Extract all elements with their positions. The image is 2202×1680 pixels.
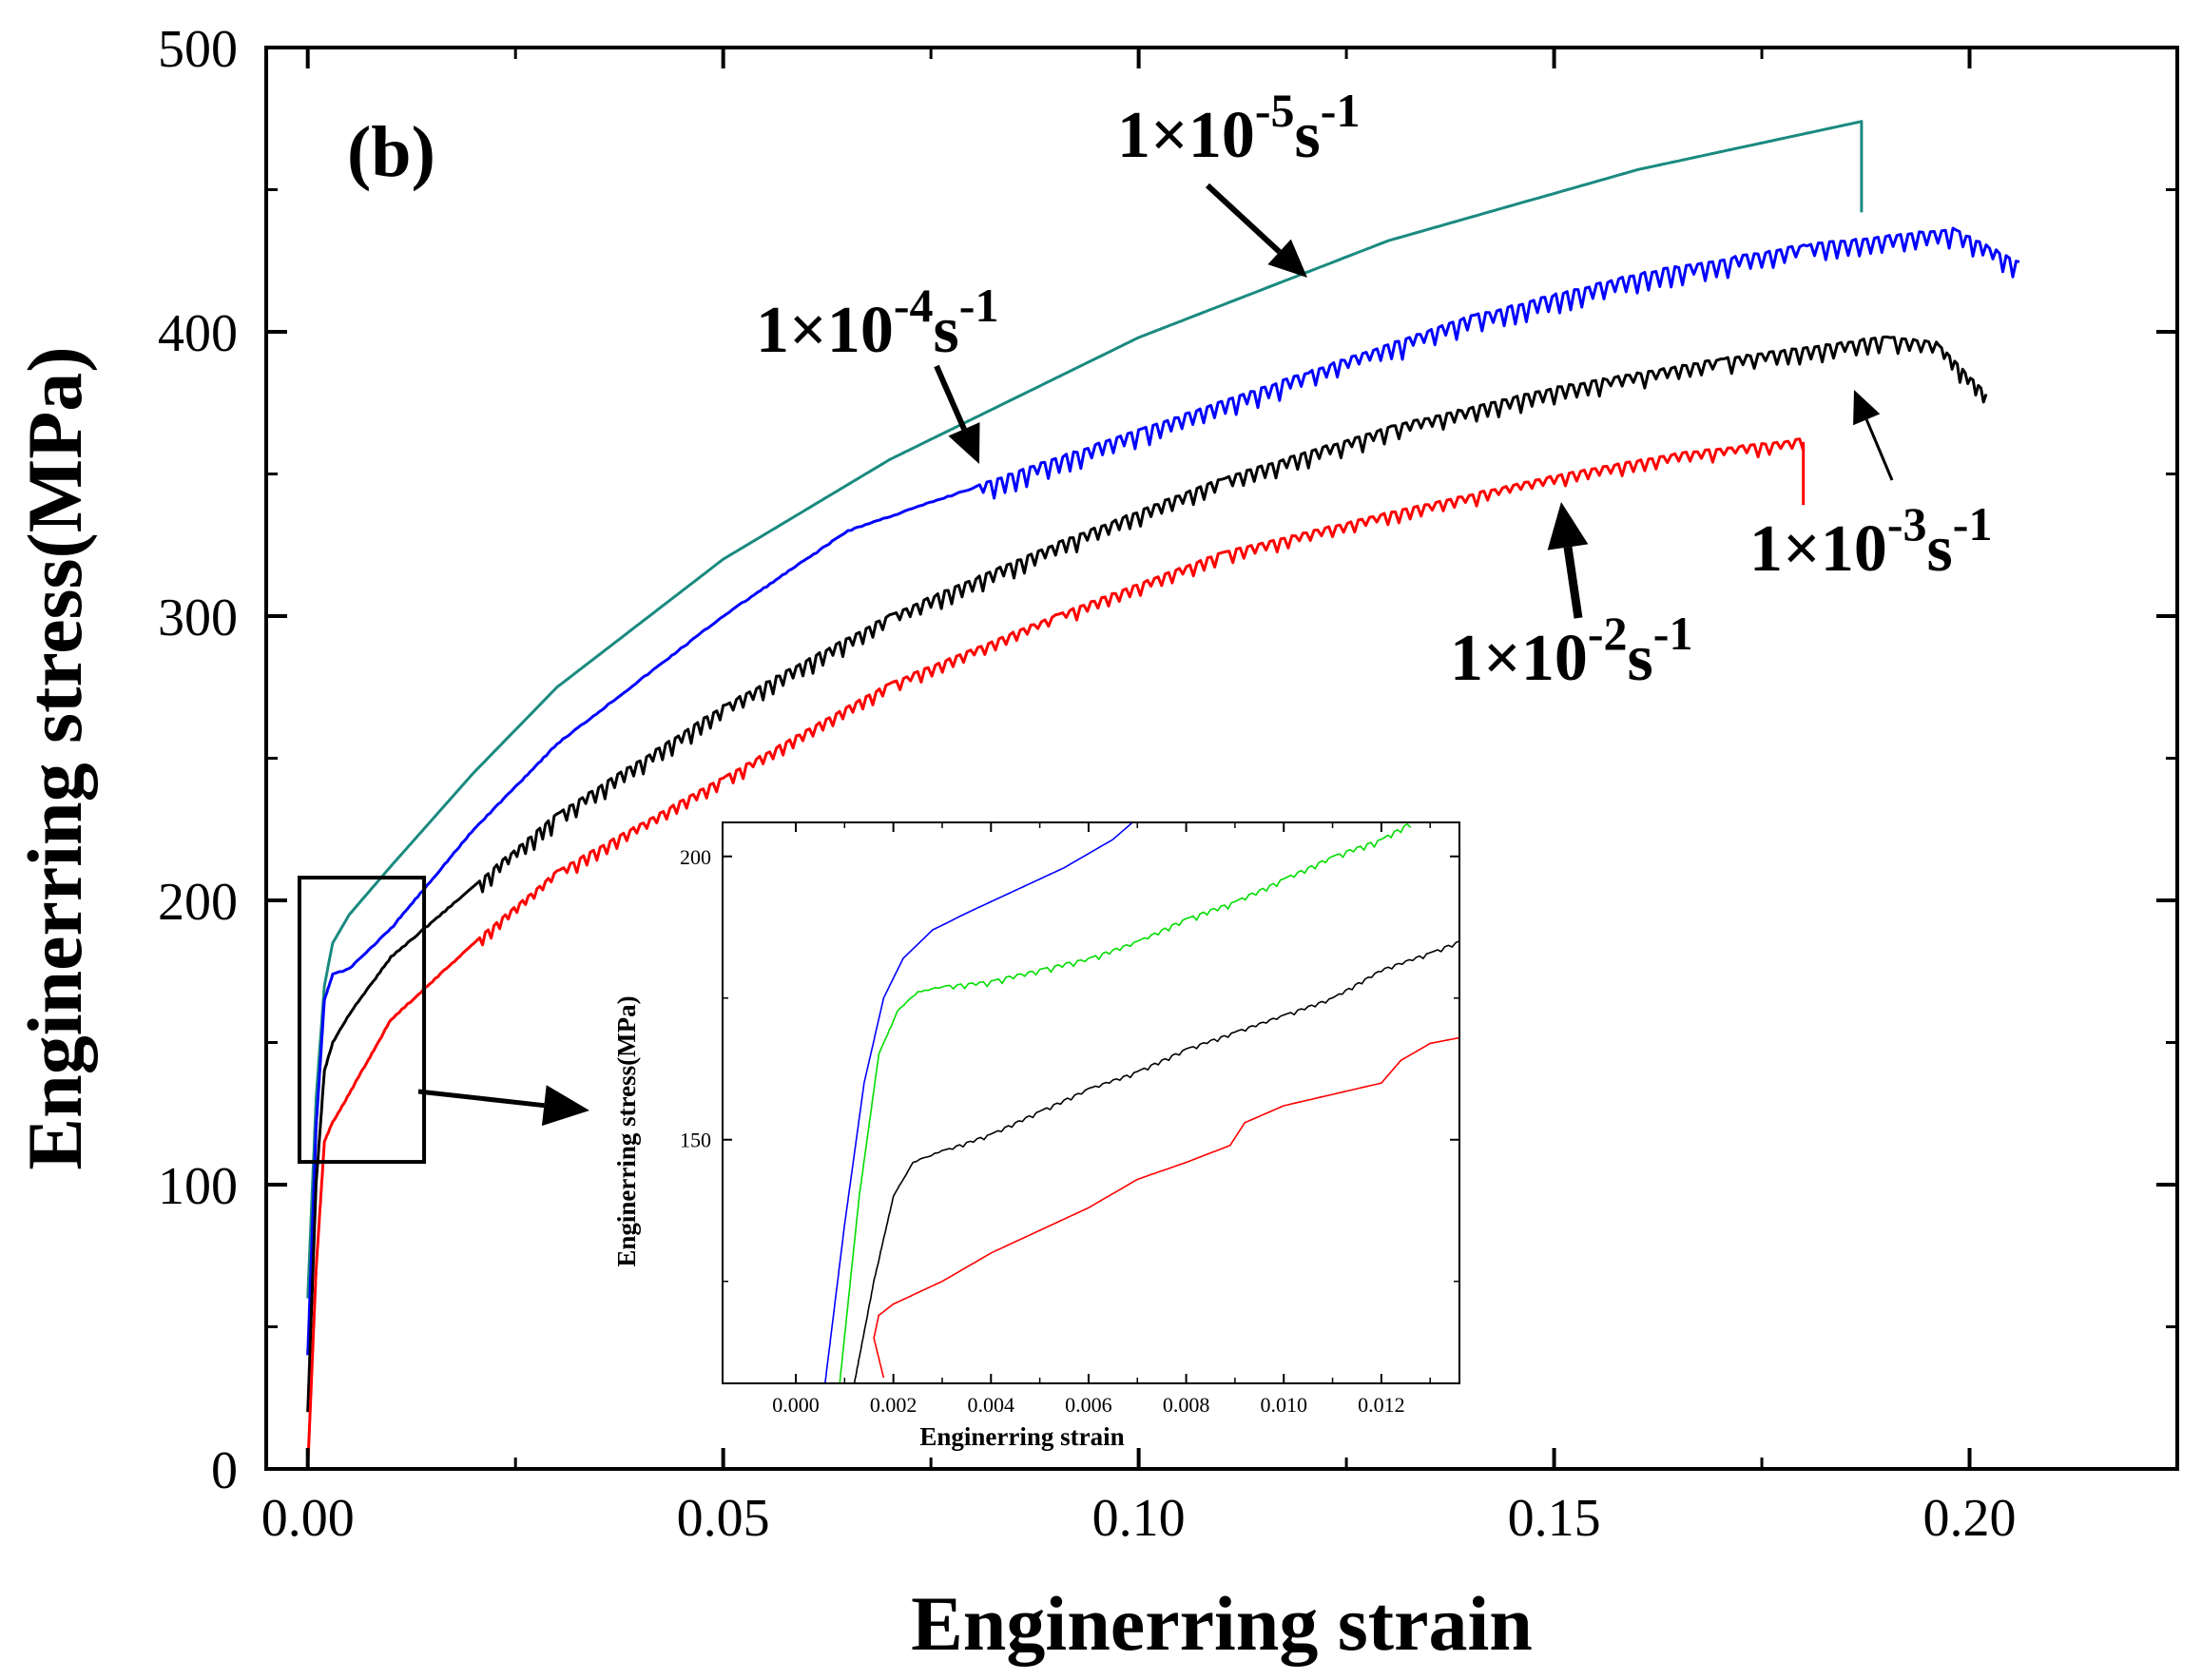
y-tick-label: 300 [158,589,238,647]
rate-annotation-label: 1×10-2s-1 [1450,607,1692,695]
rate-unit-exponent: -1 [1653,607,1693,660]
inset-x-tick-label: 0.008 [1163,1393,1210,1417]
inset-x-tick-label: 0.002 [870,1393,918,1417]
arrow-shaft [1563,546,1583,619]
rate-unit: s [1628,622,1653,695]
rate-unit-exponent: -1 [959,279,999,332]
rate-exponent: -3 [1887,497,1927,550]
arrow-head [1853,390,1881,426]
inset-plot-frame [722,821,1460,1384]
x-tick-label: 0.00 [261,1489,355,1548]
main-y-axis-title: Enginerring stress(MPa) [11,346,98,1169]
rate-unit: s [934,294,959,367]
rate-annotation-arrow [1205,183,1307,278]
inset-series-layer [824,822,1459,1383]
arrow-head [1547,502,1589,550]
arrow-head [948,422,980,464]
y-tick-label: 200 [158,873,238,932]
y-tick-label: 500 [158,20,238,79]
rate-unit-exponent: -1 [1321,84,1361,137]
arrow-shaft [934,364,967,431]
rate-annotation-label: 1×10-3s-1 [1749,497,1992,586]
y-tick-label: 0 [211,1441,238,1500]
inset-x-tick-label: 0.012 [1358,1393,1405,1417]
rate-exponent: -5 [1255,84,1295,137]
inset-background [723,822,1459,1383]
main-ticks-layer: 0.00 0.05 0.10 0.15 0.20 0 100 200 300 400 500 [158,20,2177,1548]
inset-y-tick-label: 200 [680,845,711,869]
arrow-shaft [1864,418,1894,481]
x-tick-label: 0.10 [1092,1489,1186,1548]
x-tick-label: 0.05 [677,1489,770,1548]
rate-base: 1×10 [1450,622,1588,695]
x-tick-label: 0.20 [1923,1489,2017,1548]
rate-unit-exponent: -1 [1953,497,1993,550]
inset-x-tick-label: 0.004 [968,1393,1015,1417]
inset-series-line [873,1036,1459,1379]
main-series-line [306,437,1806,1470]
panel-label: (b) [347,112,435,192]
arrow-shaft [417,1089,545,1109]
arrow-head [1267,239,1307,278]
inset-y-axis-title: Enginerring stress(MPa) [612,995,641,1266]
inset-x-tick-label: 0.000 [772,1393,820,1417]
inset-series-line [853,940,1459,1383]
zoom-arrow [417,1085,589,1127]
zoom-arrow-body [417,1085,589,1127]
inset-x-tick-label: 0.010 [1260,1393,1307,1417]
rate-annotation-arrow [1853,390,1894,481]
inset-x-tick-label: 0.006 [1065,1393,1112,1417]
rate-base: 1×10 [1749,512,1887,586]
rate-annotations-layer: 1×10-5s-11×10-4s-11×10-3s-11×10-2s-1 [756,84,1992,695]
inset-series-line [824,822,1133,1383]
arrow-head [541,1085,589,1127]
rate-base: 1×10 [756,294,894,367]
main-series-line [306,335,1988,1413]
rate-unit: s [1295,99,1321,172]
arrow-shaft [1205,183,1282,255]
rate-annotation-label: 1×10-5s-1 [1117,84,1360,172]
main-x-axis-title: Enginerring strain [911,1580,1533,1667]
rate-unit: s [1927,512,1953,586]
main-series-line [306,120,1864,1299]
rate-annotation-arrow [934,364,980,464]
inset-series-line [839,822,1412,1383]
zoom-region-box [297,876,427,1165]
y-tick-label: 400 [158,304,238,363]
main-series-layer [306,120,2020,1470]
rate-annotation-label: 1×10-4s-1 [756,279,998,367]
rate-annotation-arrow [1547,502,1589,619]
inset-ticks-layer: 0.000 0.002 0.004 0.006 0.008 0.010 0.012 150 20… [680,822,1459,1417]
inset-x-axis-title: Enginerring strain [919,1422,1124,1451]
y-tick-label: 100 [158,1157,238,1216]
rate-exponent: -4 [894,279,934,332]
inset-y-tick-label: 150 [680,1129,711,1152]
x-tick-label: 0.15 [1508,1489,1601,1548]
rate-exponent: -2 [1588,607,1628,660]
rate-base: 1×10 [1117,99,1255,172]
main-series-line [306,226,2020,1356]
